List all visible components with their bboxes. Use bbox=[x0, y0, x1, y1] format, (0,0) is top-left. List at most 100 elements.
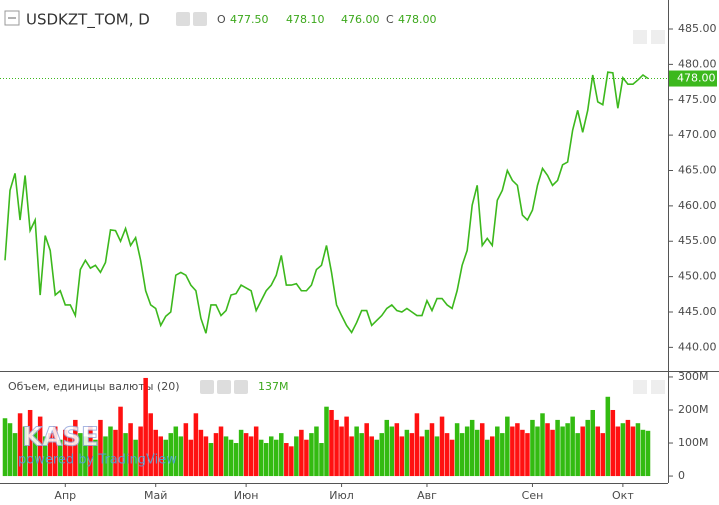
volume-bar bbox=[640, 429, 646, 477]
volume-bar bbox=[324, 406, 329, 477]
y-tick-label: 465.00 bbox=[678, 163, 717, 176]
scroll-button[interactable] bbox=[651, 380, 665, 394]
volume-bar bbox=[289, 446, 294, 477]
volume-bar bbox=[515, 423, 520, 477]
volume-bar bbox=[27, 409, 33, 477]
volume-bar bbox=[304, 439, 309, 477]
volume-bar bbox=[419, 436, 425, 477]
volume-bar bbox=[198, 429, 204, 477]
close-letter: C bbox=[386, 13, 394, 26]
volume-bar bbox=[600, 433, 606, 477]
volume-bar bbox=[585, 419, 590, 477]
volume-bar bbox=[78, 433, 83, 477]
x-tick-label: Июн bbox=[234, 489, 259, 502]
volume-bar bbox=[394, 423, 400, 477]
volume-bar bbox=[359, 433, 364, 477]
scroll-button[interactable] bbox=[633, 380, 647, 394]
y-tick-label: 455.00 bbox=[678, 234, 717, 247]
volume-bar bbox=[133, 439, 138, 477]
volume-bar bbox=[329, 409, 334, 477]
volume-bar bbox=[218, 426, 224, 477]
volume-bar bbox=[459, 433, 465, 477]
open-letter: O bbox=[217, 13, 226, 26]
y-tick-label: 0 bbox=[678, 469, 685, 482]
volume-bar bbox=[444, 433, 450, 477]
settings-button[interactable] bbox=[217, 380, 231, 394]
price-line bbox=[4, 71, 649, 335]
volume-bar bbox=[268, 436, 274, 477]
x-tick-label: Апр bbox=[54, 489, 76, 502]
volume-bar bbox=[238, 429, 244, 477]
scroll-button[interactable] bbox=[633, 30, 647, 44]
volume-bar bbox=[113, 429, 118, 477]
volume-bar bbox=[540, 413, 545, 477]
volume-bar bbox=[595, 426, 601, 477]
volume-bar bbox=[309, 433, 314, 477]
high-value: 478.10 bbox=[286, 13, 325, 26]
volume-bar bbox=[93, 439, 98, 477]
volume-bar bbox=[22, 426, 28, 477]
close-value: 478.00 bbox=[398, 13, 437, 26]
settings-button[interactable] bbox=[193, 12, 207, 26]
x-tick-label: Окт bbox=[612, 489, 634, 502]
volume-bar bbox=[645, 430, 651, 477]
volume-bar bbox=[550, 429, 555, 477]
volume-bar bbox=[625, 419, 631, 477]
volume-title: Объем, единицы валюты (20) bbox=[8, 380, 180, 393]
volume-bar bbox=[148, 413, 153, 477]
volume-bar bbox=[168, 433, 174, 477]
volume-bar bbox=[545, 423, 550, 477]
volume-bar bbox=[399, 436, 405, 477]
visibility-button[interactable] bbox=[176, 12, 190, 26]
y-tick-label: 460.00 bbox=[678, 199, 717, 212]
volume-value: 137M bbox=[258, 380, 289, 393]
volume-bar bbox=[243, 433, 249, 477]
volume-bar bbox=[47, 433, 53, 477]
volume-bar bbox=[12, 433, 18, 477]
volume-bar bbox=[575, 433, 580, 477]
volume-bar bbox=[7, 423, 13, 477]
volume-bar bbox=[565, 423, 570, 477]
visibility-button[interactable] bbox=[200, 380, 214, 394]
volume-bar bbox=[555, 419, 560, 477]
volume-bar bbox=[535, 426, 540, 477]
x-tick-label: Июл bbox=[329, 489, 354, 502]
y-tick-label: 300M bbox=[678, 370, 709, 383]
volume-bar bbox=[2, 418, 8, 477]
volume-bar bbox=[424, 429, 430, 477]
open-value: 477.50 bbox=[230, 13, 269, 26]
volume-bar bbox=[339, 426, 344, 477]
volume-bar bbox=[223, 436, 229, 477]
volume-bar bbox=[630, 426, 636, 477]
volume-bar bbox=[479, 423, 485, 477]
volume-bar bbox=[52, 426, 58, 477]
volume-bar bbox=[233, 443, 239, 477]
volume-bar bbox=[530, 419, 535, 477]
volume-bar bbox=[334, 419, 339, 477]
y-tick-label: 480.00 bbox=[678, 57, 717, 70]
volume-bar bbox=[409, 433, 415, 477]
volume-bar bbox=[103, 436, 108, 477]
volume-bar bbox=[123, 433, 128, 477]
scroll-button[interactable] bbox=[651, 30, 665, 44]
volume-bar bbox=[37, 416, 43, 477]
volume-bar bbox=[178, 436, 184, 477]
volume-bar bbox=[98, 419, 103, 477]
volume-bar bbox=[389, 426, 395, 477]
volume-bar bbox=[520, 429, 525, 477]
close-button[interactable] bbox=[234, 380, 248, 394]
volume-bar bbox=[63, 429, 68, 477]
volume-bar bbox=[429, 423, 435, 477]
volume-bar bbox=[248, 436, 254, 477]
volume-bar bbox=[228, 439, 234, 477]
volume-bar bbox=[32, 429, 38, 477]
volume-bar bbox=[253, 426, 259, 477]
last-price-label: 478.00 bbox=[677, 72, 716, 85]
y-tick-label: 100M bbox=[678, 436, 709, 449]
volume-bar bbox=[560, 426, 565, 477]
volume-bar bbox=[484, 439, 490, 477]
volume-bar bbox=[274, 439, 279, 477]
volume-bar bbox=[469, 419, 475, 477]
volume-bar bbox=[369, 436, 374, 477]
volume-bar bbox=[449, 439, 455, 477]
